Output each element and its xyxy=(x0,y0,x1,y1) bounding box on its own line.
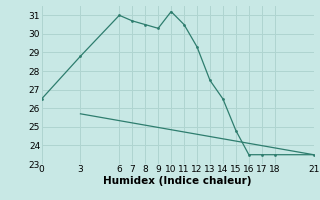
X-axis label: Humidex (Indice chaleur): Humidex (Indice chaleur) xyxy=(103,176,252,186)
